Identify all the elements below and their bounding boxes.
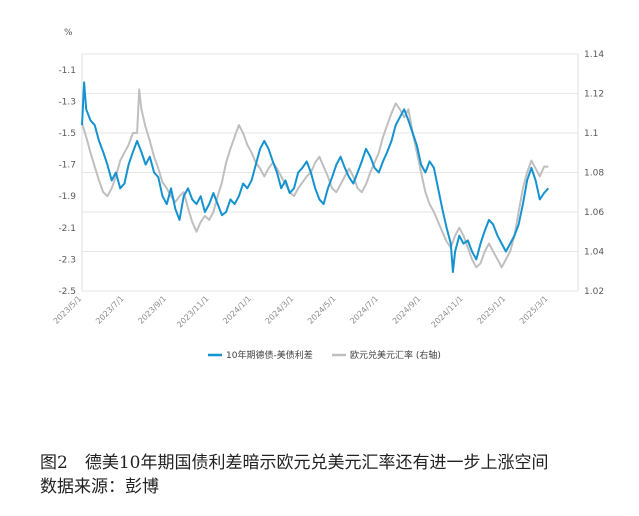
right-tick-label: 1.06: [584, 208, 604, 218]
x-tick-label: 2024/9/1: [391, 294, 423, 326]
left-tick-label: -2.1: [58, 224, 76, 234]
right-tick-label: 1.12: [584, 90, 604, 100]
x-tick-label: 2024/3/1: [264, 294, 296, 326]
right-tick-label: 1.02: [584, 287, 604, 297]
y-unit-label: %: [64, 28, 73, 38]
left-tick-label: -1.3: [58, 97, 76, 107]
x-tick-label: 2025/3/1: [518, 294, 550, 326]
x-axis-ticks: 2023/5/1 2023/7/1 2023/9/1 2023/11/1 2024/1/…: [52, 294, 550, 329]
x-tick-label: 2024/5/1: [306, 294, 338, 326]
x-tick-label: 2023/7/1: [94, 294, 126, 326]
series-lines: [81, 81, 550, 273]
x-tick-label: 2023/5/1: [52, 294, 84, 326]
figure-caption: 图2 德美10年期国债利差暗示欧元兑美元汇率还有进一步上涨空间: [40, 453, 549, 473]
legend: 10年期德债-美债利差 欧元兑美元汇率 (右轴): [208, 349, 441, 361]
left-tick-label: -1.7: [58, 161, 76, 171]
legend-label: 10年期德债-美债利差: [226, 349, 313, 361]
x-tick-label: 2024/1/1: [221, 294, 253, 326]
right-tick-label: 1.04: [584, 248, 604, 258]
right-tick-label: 1.14: [584, 50, 604, 60]
left-tick-label: -1.5: [58, 129, 76, 139]
figure-source: 数据来源：彭博: [40, 477, 159, 497]
series-line-eurusd: [81, 88, 549, 269]
left-tick-label: -1.9: [58, 192, 76, 202]
right-axis-ticks: 1.14 1.12 1.1 1.08 1.06 1.04 1.02: [584, 50, 604, 297]
legend-label: 欧元兑美元汇率 (右轴): [350, 349, 441, 361]
x-tick-label: 2023/9/1: [136, 294, 168, 326]
x-tick-label: 2024/11/1: [430, 294, 465, 329]
x-tick-label: 2025/1/1: [476, 294, 508, 326]
left-tick-label: -2.5: [58, 287, 76, 297]
x-tick-label: 2023/11/1: [175, 294, 210, 329]
left-axis-ticks: -1.1 -1.3 -1.5 -1.7 -1.9 -2.1 -2.3 -2.5: [58, 66, 76, 297]
left-tick-label: -2.3: [58, 255, 76, 265]
chart: % -1.1-1.3-1.5-1.7-1.9-2.1-2.3-2.5 1.141…: [52, 28, 605, 361]
right-tick-label: 1.1: [584, 129, 598, 139]
x-tick-label: 2024/7/1: [348, 294, 380, 326]
left-tick-label: -1.1: [58, 66, 76, 76]
series-line-spread: [81, 81, 550, 273]
grid: [81, 53, 579, 292]
right-tick-label: 1.08: [584, 169, 604, 179]
